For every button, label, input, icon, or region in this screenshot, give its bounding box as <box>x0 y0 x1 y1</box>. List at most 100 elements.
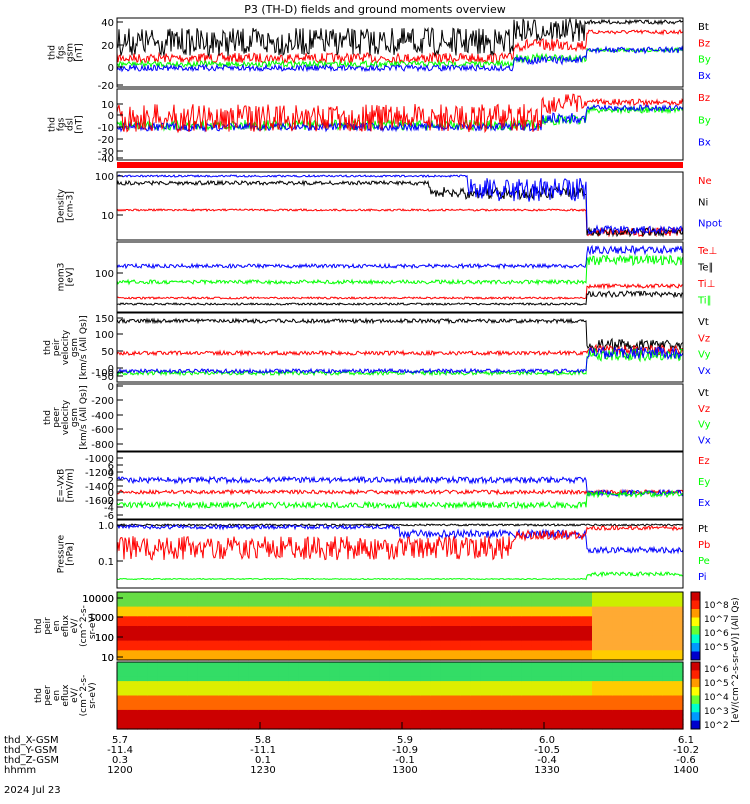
spectrogram-cell <box>581 645 593 651</box>
spectrogram-cell <box>288 695 300 701</box>
spectrogram-cell <box>137 616 148 622</box>
spectrogram-cell <box>592 626 603 632</box>
spectrogram-cell <box>379 601 391 608</box>
spectrogram-cell <box>248 690 260 697</box>
spectrogram-cell <box>642 640 654 647</box>
spectrogram-cell <box>268 621 280 627</box>
spectrogram-cell <box>622 666 634 673</box>
spectrogram-cell <box>581 662 593 668</box>
y-axis-label: eflux <box>61 684 71 707</box>
colorbar-tick: 10^3 <box>704 707 729 717</box>
spectrogram-cell <box>248 671 260 677</box>
spectrogram-cell <box>612 596 623 603</box>
spectrogram-cell <box>117 655 128 661</box>
spectrogram-cell <box>248 640 260 647</box>
spectrogram-cell <box>208 626 219 632</box>
spectrogram-cell <box>420 676 431 682</box>
spectrogram-cell <box>117 596 128 603</box>
spectrogram-cell <box>147 719 158 725</box>
spectrogram-cell <box>339 601 351 608</box>
spectrogram-cell <box>561 616 573 622</box>
legend-Ti∥: Ti∥ <box>697 296 712 307</box>
spectrogram-cell <box>258 671 270 677</box>
colorbar-cell <box>691 600 700 610</box>
spectrogram-cell <box>480 635 492 642</box>
series-vt <box>116 317 684 352</box>
spectrogram-cell <box>672 695 684 701</box>
spectrogram-cell <box>288 635 300 642</box>
spectrogram-cell <box>157 695 169 701</box>
spectrogram-cell <box>197 606 209 613</box>
spectrogram-cell <box>440 601 452 608</box>
spectrogram-cell <box>379 630 391 637</box>
spectrogram-cell <box>581 719 593 725</box>
x-row-label: thd_Z-GSM <box>4 755 59 766</box>
spectrogram-cell <box>501 616 512 622</box>
spectrogram-cell <box>187 606 199 613</box>
spectrogram-cell <box>420 662 431 668</box>
series-vy <box>116 347 684 377</box>
spectrogram-cell <box>329 719 340 725</box>
spectrogram-cell <box>147 626 158 632</box>
spectrogram-cell <box>410 662 421 668</box>
series-ti-par <box>117 290 684 306</box>
spectrogram-cell <box>541 621 553 627</box>
spectrogram-cell <box>117 700 128 706</box>
spectrogram-cell <box>218 724 229 730</box>
spectrogram-cell <box>642 645 654 651</box>
spectrogram-cell <box>309 601 320 608</box>
spectrogram-cell <box>642 592 654 598</box>
spectrogram-cell <box>662 626 674 632</box>
spectrogram-cell <box>652 640 664 647</box>
spectrogram-cell <box>511 695 522 701</box>
spectrogram-cell <box>592 676 603 682</box>
spectrogram-cell <box>632 690 644 697</box>
panel-frame-temperature <box>116 241 684 313</box>
spectrogram-cell <box>511 630 522 637</box>
colorbar-cell <box>691 617 700 627</box>
spectrogram-cell <box>511 681 522 687</box>
y-axis-label: [cm-3] <box>66 191 76 221</box>
spectrogram-cell <box>410 676 421 682</box>
spectrogram-cell <box>278 690 290 697</box>
spectrogram-cell <box>642 700 654 706</box>
spectrogram-cell <box>187 719 199 725</box>
spectrogram-cell <box>450 690 462 697</box>
spectrogram-cell <box>491 626 502 632</box>
spectrogram-cell <box>541 650 553 656</box>
spectrogram-cell <box>420 709 431 716</box>
spectrogram-cell <box>460 592 472 598</box>
spectrogram-cell <box>521 630 532 637</box>
spectrogram-cell <box>632 640 644 647</box>
legend-Vt: Vt <box>698 317 709 328</box>
spectrogram-cell <box>612 626 623 632</box>
spectrogram-cell <box>541 719 553 725</box>
spectrogram-cell <box>501 621 512 627</box>
spectrogram-cell <box>167 655 179 661</box>
spectrogram-cell <box>329 626 340 632</box>
spectrogram-cell <box>652 626 664 632</box>
spectrogram-cell <box>400 676 411 682</box>
spectrogram-cell <box>127 681 138 687</box>
spectrogram-cell <box>581 709 593 716</box>
spectrogram-cell <box>470 640 482 647</box>
spectrogram-cell <box>420 650 431 656</box>
spectrogram-cell <box>329 630 340 637</box>
series-bz-dsl <box>116 93 684 134</box>
spectrogram-cell <box>389 714 401 720</box>
spectrogram-cell <box>521 714 532 720</box>
spectrogram-cell <box>117 676 128 682</box>
spectrogram-cell <box>208 676 219 682</box>
spectrogram-cell <box>642 709 654 716</box>
spectrogram-cell <box>491 640 502 647</box>
spectrogram-cell <box>218 616 229 622</box>
spectrogram-cell <box>288 671 300 677</box>
spectrogram-cell <box>450 655 462 661</box>
spectrogram-cell <box>258 626 270 632</box>
spectrogram-cell <box>187 666 199 673</box>
spectrogram-cell <box>238 606 249 613</box>
spectrogram-cell <box>359 592 371 598</box>
spectrogram-cell <box>470 666 482 673</box>
